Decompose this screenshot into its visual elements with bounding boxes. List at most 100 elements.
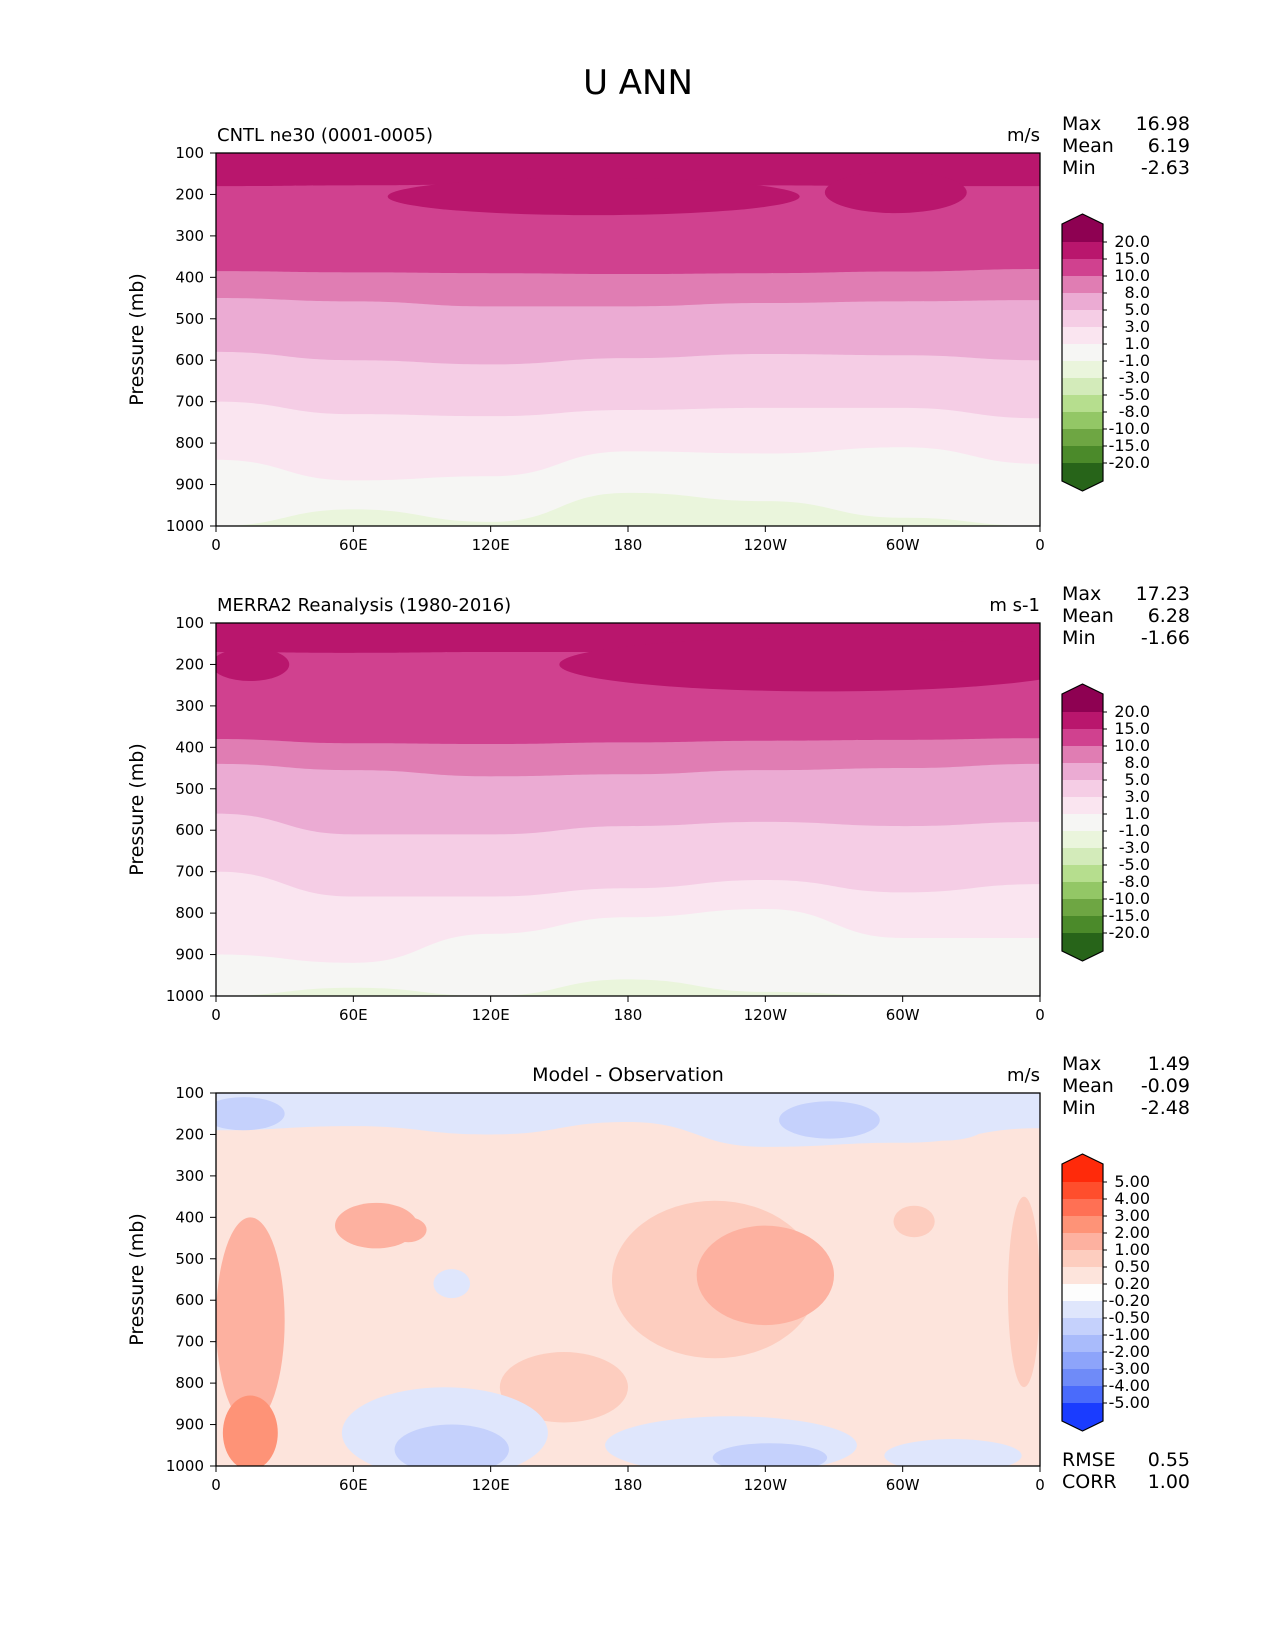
stat-label: Mean [1062, 1075, 1114, 1097]
colorbar-label: -1.00 [1109, 1325, 1150, 1344]
colorbar-label: -5.0 [1119, 855, 1150, 874]
colorbar-label: -3.0 [1119, 838, 1150, 857]
y-tick-label: 800 [175, 1374, 204, 1392]
x-tick-label: 0 [211, 1476, 221, 1494]
colorbar-label: -0.20 [1109, 1291, 1150, 1310]
y-tick-label: 300 [175, 697, 204, 715]
panel-title: CNTL ne30 (0001-0005) [217, 125, 433, 146]
colorbar-label: 20.0 [1114, 702, 1150, 721]
difference-blob [394, 1424, 509, 1466]
difference-blob [1007, 1196, 1040, 1388]
stat-value: -1.66 [1141, 627, 1190, 649]
colorbar-segment [1062, 746, 1103, 764]
colorbar-segment [1062, 712, 1103, 730]
stat-label: Max [1062, 1053, 1101, 1075]
contour-band-1.0 [216, 908, 1040, 996]
contour-field [216, 153, 1040, 526]
colorbar-segment [1062, 1199, 1103, 1217]
y-tick-label: 800 [175, 434, 204, 452]
colorbar-segment [1062, 899, 1103, 917]
y-tick-label: 200 [175, 655, 204, 673]
colorbar-segment [1062, 831, 1103, 849]
colorbar-label: -3.0 [1119, 368, 1150, 387]
y-axis-label: Pressure (mb) [126, 273, 148, 406]
stat-label: RMSE [1062, 1449, 1116, 1471]
y-tick-label: 700 [175, 863, 204, 881]
colorbar-label: -8.0 [1119, 872, 1150, 891]
jet-core [387, 177, 800, 216]
colorbar-segment [1062, 310, 1103, 328]
panel-units: m s-1 [989, 595, 1040, 616]
y-tick-label: 100 [175, 144, 204, 162]
y-tick-label: 1000 [166, 517, 204, 535]
contour-field [216, 623, 1040, 996]
difference-blob [499, 1352, 628, 1423]
x-tick-label: 120W [744, 1006, 788, 1024]
colorbar-segment [1062, 259, 1103, 277]
stat-value: -0.09 [1141, 1075, 1190, 1097]
x-tick-label: 180 [614, 1006, 643, 1024]
stat-value: -2.48 [1141, 1097, 1190, 1119]
y-tick-label: 900 [175, 1416, 204, 1434]
colorbar-label: -8.0 [1119, 402, 1150, 421]
y-tick-label: 400 [175, 268, 204, 286]
colorbar-label: 20.0 [1114, 232, 1150, 251]
colorbar-label: 2.00 [1114, 1223, 1150, 1242]
colorbar-outline [1061, 213, 1104, 492]
y-tick-label: 500 [175, 1250, 204, 1268]
colorbar-label: -15.0 [1109, 436, 1150, 455]
colorbar-label: 10.0 [1114, 736, 1150, 755]
difference-blob [779, 1101, 880, 1139]
colorbar-label: -4.00 [1109, 1376, 1150, 1395]
y-tick-label: 500 [175, 310, 204, 328]
y-tick-label: 1000 [166, 1457, 204, 1475]
colorbar-label: -5.0 [1119, 385, 1150, 404]
difference-blob [389, 1217, 427, 1243]
colorbar-segment [1062, 276, 1103, 294]
colorbar-extend-max [1062, 214, 1103, 242]
panel-title: MERRA2 Reanalysis (1980-2016) [217, 595, 511, 616]
x-tick-label: 120W [744, 1476, 788, 1494]
colorbar-segment [1062, 446, 1103, 464]
y-tick-label: 300 [175, 1167, 204, 1185]
colorbar-segment [1062, 378, 1103, 396]
colorbar-segment [1062, 429, 1103, 447]
chart-panel-2: 100 200 300 400 500 600 700 800 900 1000 0 60E 120E 1… [126, 583, 1190, 1024]
colorbar-extend-min [1062, 933, 1103, 961]
x-tick-label: 120E [472, 1476, 510, 1494]
colorbar-segment [1062, 848, 1103, 866]
stat-value: 17.23 [1136, 583, 1190, 605]
x-tick-label: 120E [472, 1006, 510, 1024]
colorbar-segment [1062, 1284, 1103, 1302]
colorbar-label: 3.0 [1125, 787, 1150, 806]
colorbar-label: -20.0 [1109, 923, 1150, 942]
y-tick-label: 800 [175, 904, 204, 922]
colorbar-label: -20.0 [1109, 453, 1150, 472]
difference-blob [216, 1217, 285, 1425]
stat-label: Max [1062, 583, 1101, 605]
y-tick-label: 900 [175, 476, 204, 494]
colorbar-label: -2.00 [1109, 1342, 1150, 1361]
colorbar-segment [1062, 344, 1103, 362]
colorbar-label: -10.0 [1109, 889, 1150, 908]
colorbar-segment [1062, 797, 1103, 815]
x-tick-label: 60E [339, 536, 368, 554]
stat-value: 6.28 [1148, 605, 1190, 627]
colorbar: 20.015.010.08.05.03.01.0-1.0-3.0-5.0-8.0… [1061, 213, 1150, 492]
x-tick-label: 180 [614, 1476, 643, 1494]
x-tick-label: 60W [886, 536, 920, 554]
colorbar-segment [1062, 729, 1103, 747]
stat-label: Min [1062, 157, 1096, 179]
colorbar-label: -0.50 [1109, 1308, 1150, 1327]
colorbar-segment [1062, 1335, 1103, 1353]
stat-value: 0.55 [1148, 1449, 1190, 1471]
difference-blob [433, 1269, 471, 1299]
difference-blob [696, 1225, 834, 1326]
stat-label: Mean [1062, 605, 1114, 627]
y-tick-label: 700 [175, 1333, 204, 1351]
colorbar-label: 3.0 [1125, 317, 1150, 336]
stat-value: 1.00 [1148, 1471, 1190, 1493]
figure-title: U ANN [583, 63, 693, 103]
x-tick-label: 120E [472, 536, 510, 554]
difference-blob [902, 1111, 986, 1141]
